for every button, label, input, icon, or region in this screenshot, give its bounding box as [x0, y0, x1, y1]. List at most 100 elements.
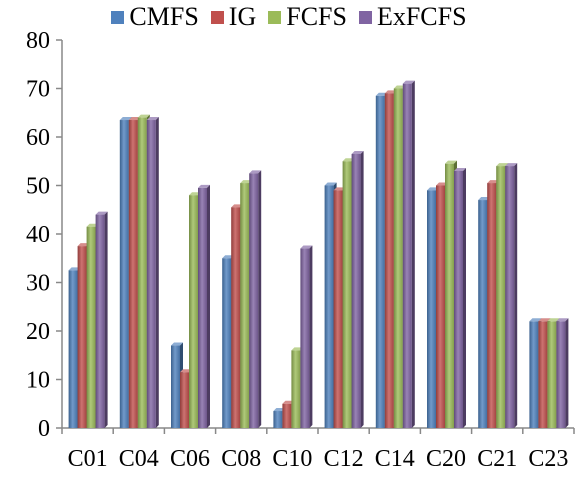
bar-ig-c06: [180, 372, 189, 428]
bar-top-fcfs: [445, 160, 457, 164]
bar-exfcfs-c12: [351, 153, 361, 428]
bar-cmfs-c12: [324, 185, 334, 428]
y-tick-label: 40: [26, 222, 50, 248]
y-axis-ticks: 0 10 20 30 40 50 60 70 80: [26, 28, 62, 442]
bar-exfcfs-c06: [198, 187, 207, 428]
bar-top-exfcfs: [351, 150, 364, 154]
bar-top-fcfs: [547, 318, 560, 322]
bar-exfcfs-c20: [454, 170, 463, 428]
bar-side-exfcfs: [411, 80, 415, 429]
bar-top-exfcfs: [505, 163, 518, 167]
legend-swatch: [268, 10, 282, 24]
bar-ig-c04: [128, 120, 138, 429]
bar-ig-c21: [487, 183, 497, 428]
bar-top-exfcfs: [454, 167, 466, 171]
bar-fcfs-c12: [342, 161, 352, 428]
bar-cmfs-c01: [68, 270, 78, 428]
x-axis-ticks: C01 C04 C06 C08 C10 C12 C14 C20 C21 C23: [61, 428, 575, 472]
x-tick-label: C23: [528, 446, 568, 472]
legend: CMFS IG FCFS ExFCFS: [0, 2, 578, 32]
bar-side-exfcfs: [514, 163, 518, 428]
x-tick-label: C12: [324, 446, 364, 472]
bar-cmfs-c21: [478, 200, 488, 428]
bar-ig-c20: [436, 185, 445, 428]
x-tick-label: C21: [477, 446, 517, 472]
bar-top-fcfs: [496, 163, 509, 167]
bar-exfcfs-c01: [95, 214, 105, 428]
bar-cmfs-c10: [273, 411, 283, 428]
bar-top-exfcfs: [300, 245, 313, 249]
bar-cmfs-c04: [119, 120, 129, 429]
bar-ig-c14: [384, 93, 394, 428]
y-tick-label: 70: [26, 77, 50, 103]
x-tick-label: C08: [221, 446, 261, 472]
bar-side-exfcfs: [463, 167, 466, 428]
legend-item-cmfs: CMFS: [111, 2, 199, 32]
bar-exfcfs-c21: [505, 166, 515, 428]
bar-fcfs-c06: [189, 195, 198, 428]
bar-top-exfcfs: [95, 211, 108, 215]
bar-cmfs-c20: [427, 190, 436, 428]
x-tick-label: C01: [68, 446, 108, 472]
bar-side-exfcfs: [565, 318, 569, 428]
bar-top-fcfs: [137, 114, 150, 118]
bar-ig-c12: [333, 190, 343, 428]
legend-item-ig: IG: [210, 2, 257, 32]
x-tick-label: C14: [375, 446, 415, 472]
bar-fcfs-c23: [547, 321, 557, 428]
bar-fcfs-c20: [445, 163, 454, 429]
bar-ig-c01: [77, 246, 87, 428]
y-tick-label: 0: [38, 416, 50, 442]
bar-fcfs-c21: [496, 166, 506, 428]
x-tick-label: C04: [119, 446, 159, 472]
bar-top-cmfs: [119, 117, 132, 121]
bar-cmfs-c14: [375, 95, 385, 429]
bar-ig-c10: [282, 403, 292, 428]
bar-side-exfcfs: [360, 150, 364, 428]
bar-ig-c08: [231, 207, 241, 428]
bars-group: [68, 80, 569, 429]
bar-cmfs-c23: [529, 321, 539, 428]
bar-fcfs-c10: [291, 350, 301, 428]
legend-item-fcfs: FCFS: [268, 2, 347, 32]
bar-fcfs-c04: [137, 117, 147, 428]
bar-exfcfs-c14: [402, 83, 412, 429]
bar-exfcfs-c08: [249, 173, 259, 428]
legend-swatch: [210, 10, 224, 24]
y-tick-label: 10: [26, 368, 50, 394]
legend-label: FCFS: [286, 2, 347, 31]
legend-label: IG: [228, 2, 257, 31]
bar-exfcfs-c04: [146, 120, 156, 429]
bar-top-exfcfs: [249, 170, 262, 174]
x-tick-label: C10: [272, 446, 312, 472]
x-tick-label: C20: [426, 446, 466, 472]
legend-label: CMFS: [129, 2, 199, 31]
y-tick-label: 20: [26, 319, 50, 345]
bar-ig-c23: [538, 321, 548, 428]
legend-label: ExFCFS: [376, 2, 467, 31]
bar-top-cmfs: [529, 318, 542, 322]
bar-cmfs-c08: [222, 258, 232, 428]
y-tick-label: 30: [26, 271, 50, 297]
bar-side-exfcfs: [309, 245, 313, 428]
bar-top-exfcfs: [556, 318, 569, 322]
bar-side-exfcfs: [155, 117, 159, 429]
bar-top-cmfs: [324, 182, 337, 186]
y-tick-label: 80: [26, 28, 50, 54]
legend-swatch: [111, 10, 125, 24]
legend-swatch: [358, 10, 372, 24]
bar-side-exfcfs: [104, 211, 108, 428]
bar-exfcfs-c10: [300, 248, 310, 428]
bar-top-ig: [538, 318, 551, 322]
bar-fcfs-c08: [240, 183, 250, 428]
bar-cmfs-c06: [171, 345, 180, 428]
bar-side-exfcfs: [258, 170, 262, 428]
bar-side-exfcfs: [207, 184, 210, 428]
bar-top-exfcfs: [402, 80, 415, 84]
bar-fcfs-c01: [86, 226, 96, 428]
x-tick-label: C06: [170, 446, 210, 472]
bar-fcfs-c14: [393, 88, 403, 428]
y-tick-label: 60: [26, 125, 50, 151]
legend-item-exfcfs: ExFCFS: [358, 2, 467, 32]
